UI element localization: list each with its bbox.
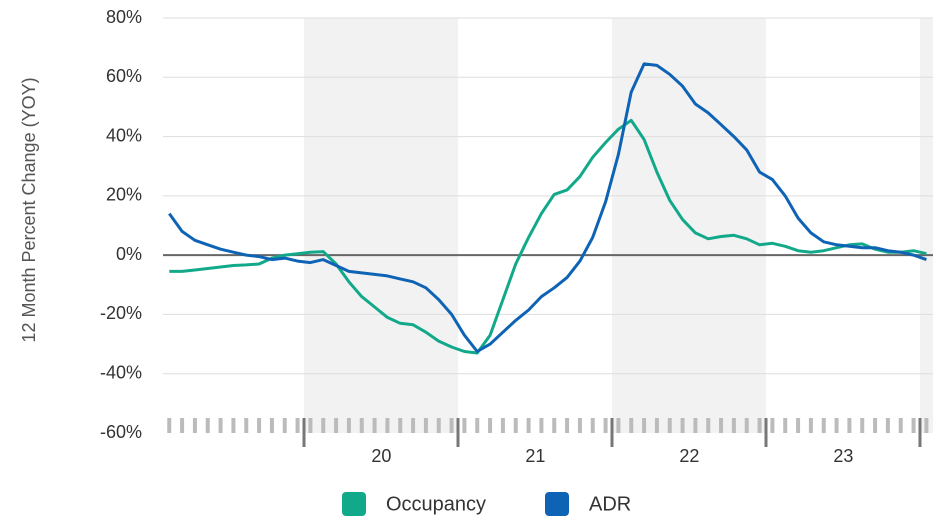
year-shade bbox=[304, 18, 458, 433]
x-tick-label: 23 bbox=[833, 446, 853, 466]
y-tick-label: 20% bbox=[106, 185, 142, 205]
legend-label: Occupancy bbox=[386, 493, 486, 515]
y-tick-label: 60% bbox=[106, 66, 142, 86]
y-tick-label: 0% bbox=[116, 244, 142, 264]
year-shade bbox=[919, 18, 933, 433]
legend-swatch bbox=[545, 492, 569, 516]
x-tick-label: 22 bbox=[679, 446, 699, 466]
y-tick-label: -40% bbox=[100, 362, 142, 382]
x-tick-label: 20 bbox=[371, 446, 391, 466]
x-tick-label: 21 bbox=[525, 446, 545, 466]
y-tick-label: -20% bbox=[100, 303, 142, 323]
y-axis-label: 12 Month Percent Change (YOY) bbox=[19, 77, 39, 342]
series-line bbox=[168, 62, 927, 353]
legend-label: ADR bbox=[589, 493, 631, 515]
legend-swatch bbox=[342, 492, 366, 516]
series-line bbox=[169, 118, 927, 355]
y-tick-label: -60% bbox=[100, 422, 142, 442]
y-tick-label: 80% bbox=[106, 7, 142, 27]
y-tick-label: 40% bbox=[106, 125, 142, 145]
